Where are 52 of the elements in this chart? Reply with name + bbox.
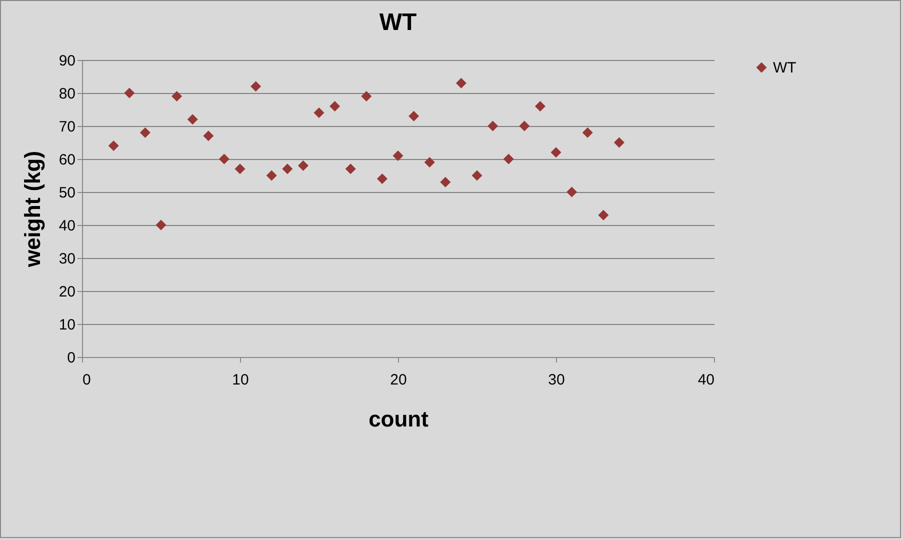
- point: [503, 154, 514, 164]
- y-tick-label: 70: [58, 118, 76, 136]
- point: [376, 174, 388, 184]
- point: [488, 120, 498, 132]
- point: [361, 91, 372, 102]
- point: [282, 164, 293, 174]
- point: [298, 160, 308, 171]
- y-tick-label: 80: [58, 86, 76, 102]
- point: [314, 108, 324, 118]
- point: [440, 176, 451, 188]
- point: [550, 147, 562, 158]
- point: [472, 170, 482, 181]
- legend-label: WT: [773, 60, 796, 76]
- point: [345, 164, 356, 174]
- x-axis-title: count: [368, 406, 430, 432]
- point: [598, 210, 609, 220]
- point: [250, 81, 262, 92]
- y-tick-label: 0: [67, 350, 76, 366]
- y-tick-label: 90: [58, 52, 76, 70]
- point: [108, 140, 119, 152]
- x-tick-label: 0: [82, 372, 91, 388]
- point: [582, 127, 593, 138]
- point: [203, 130, 214, 142]
- y-tick-label: 40: [58, 218, 76, 234]
- point: [566, 186, 578, 198]
- y-tick-label: 50: [58, 184, 76, 202]
- point: [124, 88, 135, 98]
- y-axis-title: weight (kg): [20, 150, 45, 268]
- x-tick-label: 10: [232, 372, 249, 388]
- point: [534, 100, 546, 112]
- point: [266, 170, 277, 181]
- y-tick-label: 10: [58, 316, 76, 334]
- point: [218, 154, 230, 164]
- point: [519, 120, 530, 132]
- x-tick-label: 30: [548, 372, 565, 388]
- point: [456, 78, 466, 88]
- point: [234, 164, 246, 174]
- point: [172, 91, 182, 102]
- point: [424, 157, 435, 168]
- point: [392, 150, 404, 161]
- point: [408, 110, 420, 122]
- y-tick-label: 60: [58, 152, 76, 168]
- point: [330, 100, 340, 112]
- x-tick-label: 40: [698, 372, 714, 388]
- point: [187, 114, 198, 125]
- y-tick-label: 30: [58, 250, 76, 268]
- point: [614, 137, 624, 148]
- y-tick-label: 20: [58, 284, 76, 300]
- point: [156, 220, 166, 230]
- point: [140, 127, 150, 138]
- x-tick-label: 20: [390, 372, 407, 388]
- chart-title: WT: [379, 9, 417, 36]
